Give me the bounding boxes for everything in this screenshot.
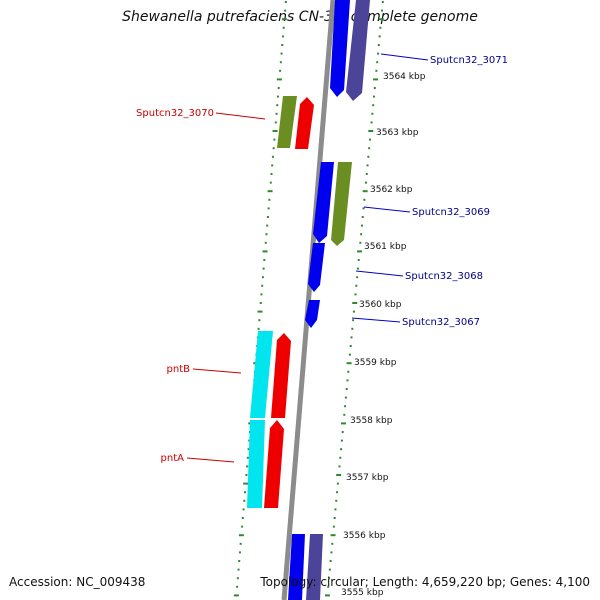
gene-pntb: [271, 333, 291, 418]
tick-label-3555: 3555 kbp: [341, 588, 384, 598]
accession-text: Accession: NC_009438: [9, 575, 146, 589]
callout-pnta: [186, 457, 235, 463]
tick-labels: 3564 kbp 3563 kbp 3562 kbp 3561 kbp 3560…: [341, 72, 426, 598]
gene-bottom-a: [288, 534, 305, 600]
gene-label-pntb: pntB: [167, 364, 191, 375]
tick-label-3557: 3557 kbp: [346, 473, 389, 483]
gene-label-sputcn32-3071: Sputcn32_3071: [430, 55, 508, 66]
gene-label-sputcn32-3070: Sputcn32_3070: [136, 108, 214, 119]
gene-label-pnta: pntA: [161, 453, 185, 464]
genome-summary-text: Topology: circular; Length: 4,659,220 bp…: [260, 575, 590, 589]
gene-sputcn32-3067: [305, 300, 320, 328]
tick-label-3562: 3562 kbp: [370, 185, 413, 195]
gene-pnta-cyan: [247, 420, 265, 508]
gene-bottom-b: [306, 534, 323, 600]
gene-label-sputcn32-3069: Sputcn32_3069: [412, 207, 490, 218]
callout-sputcn32-3067: [351, 317, 401, 323]
gene-sputcn32-3070-b: [295, 97, 314, 149]
gene-sputcn32-3069: [313, 162, 334, 243]
tick-label-3564: 3564 kbp: [383, 72, 426, 82]
tick-label-3559: 3559 kbp: [354, 358, 397, 368]
gene-sputcn32-3068: [308, 243, 325, 292]
callout-sputcn32-3070: [215, 112, 266, 120]
gene-sputcn32-3071-a: [330, 0, 350, 97]
gene-sputcn32-3071-b: [346, 0, 370, 101]
tick-label-3561: 3561 kbp: [364, 242, 407, 252]
tick-label-3556: 3556 kbp: [343, 531, 386, 541]
gene-sputcn32-3070-a: [277, 96, 297, 148]
callout-sputcn32-3071: [380, 53, 429, 61]
gene-label-sputcn32-3067: Sputcn32_3067: [402, 317, 480, 328]
outer-tick-ring: [324, 1, 384, 597]
callout-sputcn32-3069: [363, 206, 411, 213]
gene-label-sputcn32-3068: Sputcn32_3068: [405, 271, 483, 282]
callout-sputcn32-3068: [355, 270, 404, 277]
callout-pntb: [192, 368, 242, 374]
gene-pnta: [264, 420, 284, 508]
map-title: Shewanella putrefaciens CN-32, complete …: [122, 9, 478, 25]
tick-label-3560: 3560 kbp: [359, 300, 402, 310]
gene-sputcn32-3069-b: [331, 162, 352, 246]
tick-label-3558: 3558 kbp: [350, 416, 393, 426]
gene-pntb-cyan: [250, 331, 273, 418]
genome-backbone: [281, 0, 336, 600]
tick-label-3563: 3563 kbp: [376, 128, 419, 138]
inner-tick-ring: [233, 1, 287, 597]
